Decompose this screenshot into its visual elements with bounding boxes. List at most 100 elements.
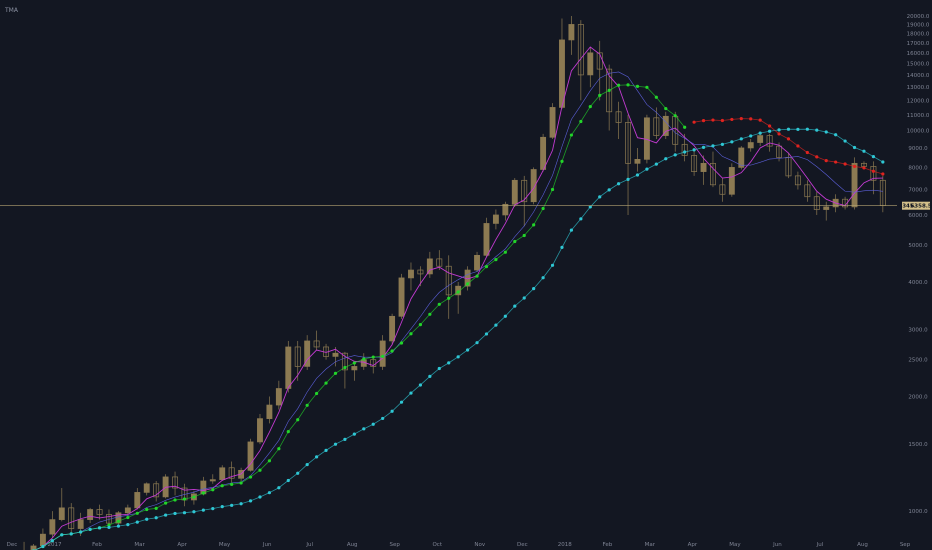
ma-point <box>569 133 574 137</box>
price-tag[interactable] <box>916 201 930 210</box>
ma-point <box>711 118 715 122</box>
ma-point <box>220 484 224 488</box>
ma-point <box>824 159 828 163</box>
y-tick-label: 20000.0 <box>907 14 930 20</box>
candle-body <box>332 352 339 357</box>
candle-body <box>408 269 414 279</box>
candle-body <box>681 143 688 156</box>
ma-point <box>635 84 640 88</box>
x-tick-label: Oct <box>432 542 442 548</box>
ma-point <box>815 128 819 132</box>
x-tick-label: 2017 <box>48 542 62 548</box>
ma-point <box>399 400 404 404</box>
ma-point <box>560 159 564 163</box>
ma-point <box>305 462 309 467</box>
ma-point <box>248 499 253 503</box>
x-tick-label: Aug <box>347 542 358 548</box>
ma-point <box>871 169 876 173</box>
ma-point <box>550 263 555 267</box>
candle-body <box>49 519 56 535</box>
ma-point <box>399 341 404 345</box>
y-tick-label: 1500.0 <box>908 442 928 448</box>
ma-point <box>626 177 630 181</box>
ma-point <box>475 274 479 278</box>
candle-body <box>568 24 575 41</box>
y-tick-label: 7000.0 <box>908 187 928 193</box>
candle-body <box>172 476 178 489</box>
ma-point <box>843 139 847 143</box>
ma-point <box>343 365 347 370</box>
candle-body <box>691 155 698 172</box>
ma-point <box>532 223 536 227</box>
price-tag[interactable] <box>902 201 916 210</box>
candle-body <box>747 142 754 149</box>
ma-point <box>862 149 866 153</box>
candle-body <box>58 507 65 520</box>
ma-point <box>635 173 640 177</box>
ma-point <box>69 532 73 536</box>
ma-point <box>305 403 309 407</box>
ma-point <box>324 381 328 385</box>
ma-point <box>88 527 92 531</box>
ma-point <box>154 506 158 510</box>
ma-point <box>711 144 715 148</box>
ma-point <box>522 296 526 300</box>
ma-point <box>758 118 762 122</box>
candle-body <box>275 388 282 406</box>
candle-body <box>247 441 254 471</box>
y-tick-label: 14000.0 <box>907 73 930 79</box>
candle-body <box>794 175 801 186</box>
ma-point <box>135 511 139 515</box>
ma-point <box>673 114 677 118</box>
ma-point <box>277 447 281 451</box>
candle-body <box>96 509 103 515</box>
x-tick-label: Mar <box>134 542 145 548</box>
y-axis: 1000.0 1500.0 2000.0 2500.0 3000.0 4000.0 5000… <box>907 14 930 515</box>
ma-point <box>41 544 45 549</box>
ma-point <box>418 323 423 327</box>
ma-point <box>286 478 290 483</box>
y-tick-label: 5000.0 <box>908 243 928 249</box>
ma-point <box>720 118 725 123</box>
ma-point <box>390 349 394 353</box>
ma-point <box>664 106 668 111</box>
y-tick-label: 15000.0 <box>907 62 930 68</box>
y-tick-label: 3000.0 <box>908 328 928 334</box>
ma-point <box>173 498 177 502</box>
y-tick-label: 13000.0 <box>907 85 930 91</box>
candle-body <box>559 39 565 108</box>
y-tick-label: 16000.0 <box>907 51 930 57</box>
ma-point <box>173 511 177 516</box>
ma-point <box>805 127 809 131</box>
candle-body <box>502 203 509 216</box>
ma-point <box>456 355 460 359</box>
candle-body <box>530 169 537 203</box>
ma-point <box>456 290 460 294</box>
x-tick-label: May <box>729 542 741 548</box>
x-tick-label: May <box>219 542 231 548</box>
ma-point <box>362 427 366 431</box>
ma-point <box>484 332 489 336</box>
ma-point <box>579 217 583 221</box>
ma-point <box>116 519 121 523</box>
ma-point <box>315 455 319 459</box>
ma-point <box>465 348 470 352</box>
candle-body <box>68 507 75 529</box>
ma-point <box>550 187 555 192</box>
candle-body <box>417 269 424 275</box>
candle-body <box>662 115 669 136</box>
ma-point <box>777 132 781 136</box>
ma-point <box>852 164 857 168</box>
ma-point <box>701 145 706 149</box>
ma-point <box>796 127 800 131</box>
ma-point <box>248 475 253 479</box>
ma-point <box>145 517 149 521</box>
ma-point <box>503 314 507 318</box>
ma-line <box>34 84 685 550</box>
price-tag-label: 6345.7 <box>898 204 919 210</box>
ma-point <box>239 481 243 485</box>
candle-body <box>30 545 37 550</box>
ma-point <box>343 437 347 441</box>
candle-body <box>257 418 263 443</box>
